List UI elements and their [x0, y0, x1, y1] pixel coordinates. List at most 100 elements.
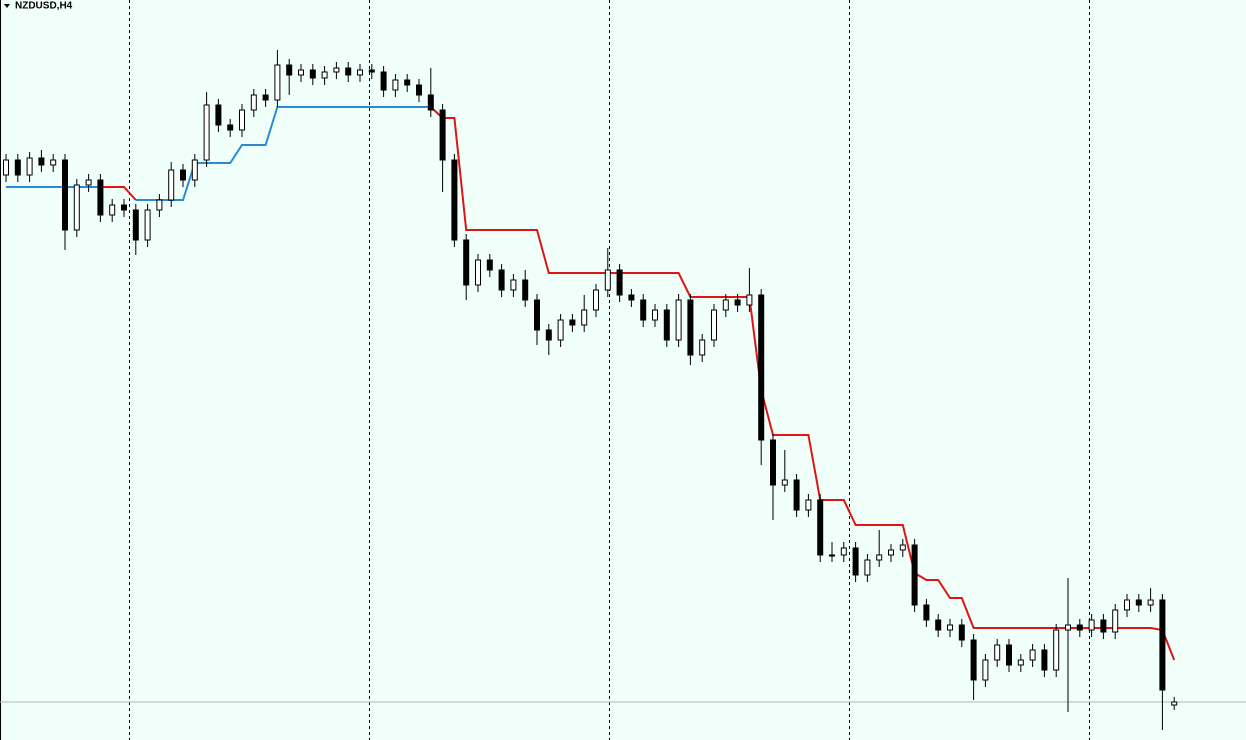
candle-body — [628, 294, 635, 301]
candle-body — [298, 69, 304, 76]
candle-body — [309, 69, 316, 79]
candle-body — [510, 279, 517, 291]
candle-body — [38, 157, 45, 166]
candle-body — [180, 169, 186, 181]
candle-body — [1159, 599, 1166, 691]
candle-body — [545, 329, 552, 341]
candle-body — [132, 209, 139, 241]
candle-body — [722, 299, 729, 311]
candle-body — [73, 184, 80, 231]
candle-body — [1171, 701, 1178, 706]
candle-body — [1124, 599, 1130, 611]
candle-body — [982, 659, 989, 681]
candle-body — [616, 269, 623, 296]
candle-body — [357, 69, 363, 76]
candle-body — [581, 309, 588, 326]
candle-body — [156, 199, 163, 211]
chart-title: NZDUSD,H4 — [15, 1, 73, 12]
candle-body — [368, 69, 375, 73]
candle-body — [781, 479, 788, 486]
candle-body — [852, 547, 859, 576]
candle-body — [97, 179, 104, 216]
candle-body — [970, 639, 977, 681]
candle-body — [3, 159, 9, 176]
candle-body — [62, 159, 68, 231]
candle-body — [427, 94, 434, 111]
candle-body — [380, 71, 387, 91]
candle-body — [534, 299, 540, 331]
candle-body — [640, 299, 647, 321]
candle-body — [758, 294, 765, 441]
candle-body — [557, 319, 564, 341]
candle-body — [1029, 649, 1036, 661]
candle-body — [168, 169, 175, 201]
candle-body — [1053, 629, 1060, 671]
candle-body — [1100, 619, 1107, 633]
candle-body — [923, 604, 930, 621]
candle-body — [840, 547, 847, 556]
candle-body — [734, 299, 741, 306]
candle-body — [522, 279, 529, 301]
candle-body — [50, 159, 57, 166]
candle-body — [911, 544, 918, 606]
candle-body — [888, 549, 894, 556]
candle-body — [203, 104, 210, 161]
candle-body — [250, 94, 257, 111]
candle-body — [239, 109, 245, 131]
candle-body — [85, 179, 92, 186]
candle-body — [675, 299, 682, 341]
candle-body — [439, 109, 446, 161]
candle-body — [109, 204, 116, 216]
candle-body — [569, 319, 576, 326]
candle-body — [1076, 624, 1083, 631]
candle-body — [227, 124, 234, 131]
candle-body — [711, 309, 717, 341]
candle-body — [746, 294, 753, 306]
candle-body — [463, 239, 470, 286]
candle-body — [699, 339, 706, 356]
candle-body — [321, 71, 328, 79]
candle-body — [604, 269, 611, 291]
candle-body — [899, 544, 906, 551]
candle-body — [274, 64, 281, 101]
trend-line — [100, 106, 1176, 661]
candle-body — [333, 67, 340, 73]
candle-body — [14, 159, 21, 176]
menu-arrow[interactable] — [4, 4, 10, 8]
candle-body — [876, 554, 883, 561]
candle-body — [958, 624, 965, 641]
candle-body — [935, 619, 942, 631]
candle-body — [1147, 599, 1154, 606]
candle-body — [817, 499, 824, 556]
candle-body — [191, 159, 198, 181]
candle-body — [475, 259, 481, 286]
candle-body — [26, 157, 33, 176]
candle-body — [829, 554, 835, 557]
candle-body — [498, 269, 505, 291]
candle-body — [652, 309, 658, 321]
candle-body — [392, 79, 399, 91]
candle-body — [593, 289, 599, 311]
candle-body — [1135, 599, 1142, 606]
candle-body — [404, 79, 411, 86]
candle-body — [947, 624, 953, 631]
candle-body — [1041, 649, 1048, 671]
candle-body — [770, 439, 776, 486]
candle-body — [864, 559, 871, 576]
candle-body — [994, 644, 1001, 661]
candle-body — [286, 64, 293, 76]
candle-body — [1006, 644, 1012, 666]
candle-body — [1112, 609, 1119, 633]
candle-body — [1017, 659, 1024, 666]
trend-line — [6, 106, 431, 201]
candle-body — [793, 479, 800, 511]
candle-body — [805, 499, 812, 511]
candle-body — [1065, 624, 1071, 631]
candle-body — [121, 204, 127, 211]
candle-body — [416, 84, 422, 96]
candle-body — [215, 104, 222, 126]
candle-body — [1088, 619, 1095, 631]
candle-body — [663, 309, 670, 341]
